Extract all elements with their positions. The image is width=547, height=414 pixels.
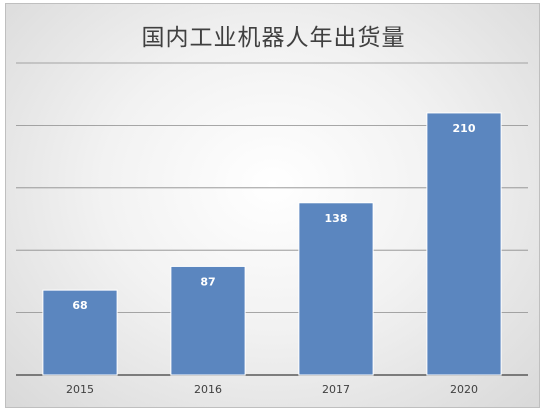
x-tick-label-2016: 2016 bbox=[194, 383, 222, 396]
data-label-2020: 210 bbox=[453, 122, 476, 135]
bar-2020 bbox=[426, 112, 502, 376]
chart-title: 国内工业机器人年出货量 bbox=[141, 25, 406, 51]
x-tick-label-2017: 2017 bbox=[322, 383, 350, 396]
bar-2017 bbox=[298, 202, 374, 376]
x-tick-label-2020: 2020 bbox=[450, 383, 478, 396]
data-label-2015: 68 bbox=[72, 299, 87, 312]
bar-2015 bbox=[42, 289, 118, 376]
data-label-2017: 138 bbox=[325, 212, 348, 225]
bar-2016 bbox=[170, 265, 246, 376]
data-label-2016: 87 bbox=[200, 275, 215, 288]
x-tick-label-2015: 2015 bbox=[66, 383, 94, 396]
